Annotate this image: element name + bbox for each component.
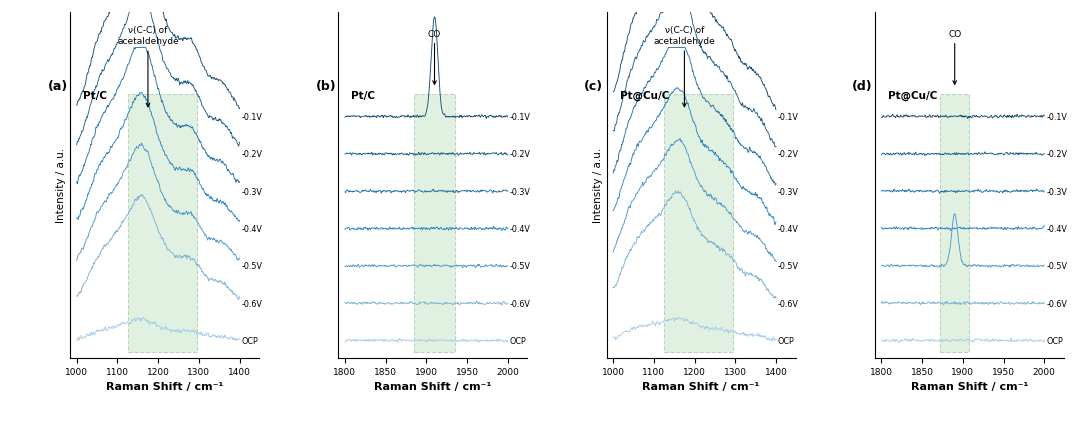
Text: Pt/C: Pt/C [83,91,107,101]
Text: -0.6V: -0.6V [242,299,262,308]
Text: CO: CO [428,30,441,85]
Text: -0.1V: -0.1V [1047,112,1067,121]
Text: -0.2V: -0.2V [778,150,799,159]
Text: -0.2V: -0.2V [242,150,262,159]
Text: (a): (a) [48,80,68,93]
Y-axis label: Intensity / a.u.: Intensity / a.u. [56,148,66,223]
X-axis label: Raman Shift / cm⁻¹: Raman Shift / cm⁻¹ [374,381,491,391]
Text: -0.4V: -0.4V [242,225,262,233]
Text: -0.4V: -0.4V [1047,225,1067,233]
Text: OCP: OCP [1047,336,1063,345]
Text: -0.2V: -0.2V [510,150,530,159]
Text: -0.3V: -0.3V [242,187,262,196]
Text: OCP: OCP [242,336,258,345]
Text: -0.5V: -0.5V [510,262,530,271]
Text: Pt@Cu/C: Pt@Cu/C [888,91,937,101]
Text: -0.6V: -0.6V [1047,299,1067,308]
Text: Pt@Cu/C: Pt@Cu/C [620,91,670,101]
Y-axis label: Intensity / a.u.: Intensity / a.u. [593,148,603,223]
Text: -0.5V: -0.5V [1047,262,1067,271]
Text: (b): (b) [315,80,336,93]
X-axis label: Raman Shift / cm⁻¹: Raman Shift / cm⁻¹ [643,381,760,391]
Text: OCP: OCP [778,336,795,345]
Text: ν(C-C) of
acetaldehyde: ν(C-C) of acetaldehyde [117,26,179,107]
Text: -0.1V: -0.1V [778,112,799,121]
Text: (d): (d) [852,80,873,93]
Text: ν(C-C) of
acetaldehyde: ν(C-C) of acetaldehyde [653,26,715,107]
FancyBboxPatch shape [127,95,197,352]
Text: -0.5V: -0.5V [778,262,799,271]
Text: -0.2V: -0.2V [1047,150,1067,159]
Text: -0.4V: -0.4V [778,225,799,233]
Text: (c): (c) [584,80,603,93]
Text: Pt/C: Pt/C [351,91,376,101]
FancyBboxPatch shape [940,95,970,352]
Text: CO: CO [948,30,961,85]
Text: -0.5V: -0.5V [242,262,262,271]
FancyBboxPatch shape [414,95,455,352]
X-axis label: Raman Shift / cm⁻¹: Raman Shift / cm⁻¹ [910,381,1028,391]
Text: -0.6V: -0.6V [778,299,799,308]
Text: -0.1V: -0.1V [510,112,530,121]
Text: -0.6V: -0.6V [510,299,530,308]
Text: -0.3V: -0.3V [778,187,799,196]
X-axis label: Raman Shift / cm⁻¹: Raman Shift / cm⁻¹ [106,381,224,391]
Text: -0.4V: -0.4V [510,225,530,233]
Text: -0.3V: -0.3V [510,187,530,196]
Text: OCP: OCP [510,336,526,345]
FancyBboxPatch shape [664,95,733,352]
Text: -0.3V: -0.3V [1047,187,1067,196]
Text: -0.1V: -0.1V [242,112,262,121]
